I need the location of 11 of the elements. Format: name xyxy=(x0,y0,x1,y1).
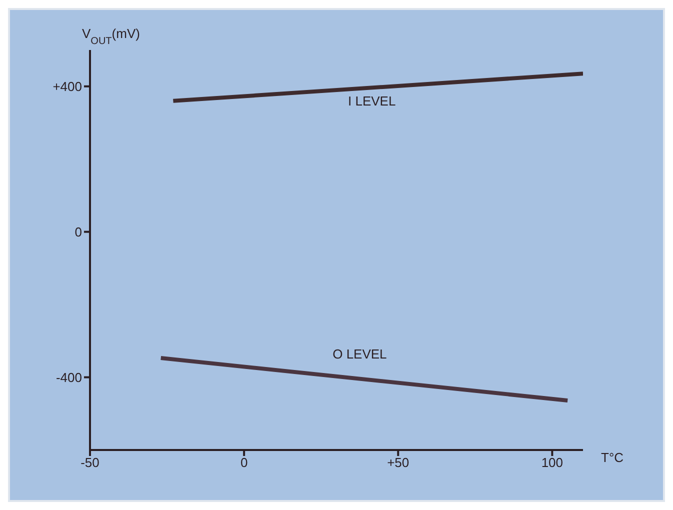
y-tick-label: +400 xyxy=(52,78,82,94)
x-tick-label: +50 xyxy=(387,455,410,470)
series-label: I LEVEL xyxy=(348,94,396,109)
x-axis-title: T°C xyxy=(601,450,624,465)
x-tick-label: 0 xyxy=(240,455,248,470)
x-tick-label: -50 xyxy=(80,455,100,470)
y-tick-label: 0 xyxy=(74,224,82,240)
series-label: O LEVEL xyxy=(332,346,387,362)
x-tick-label: 100 xyxy=(541,455,564,470)
y-tick-label: -400 xyxy=(56,370,82,385)
y-axis-title: V$_{OUT}$(mV) xyxy=(82,26,140,46)
